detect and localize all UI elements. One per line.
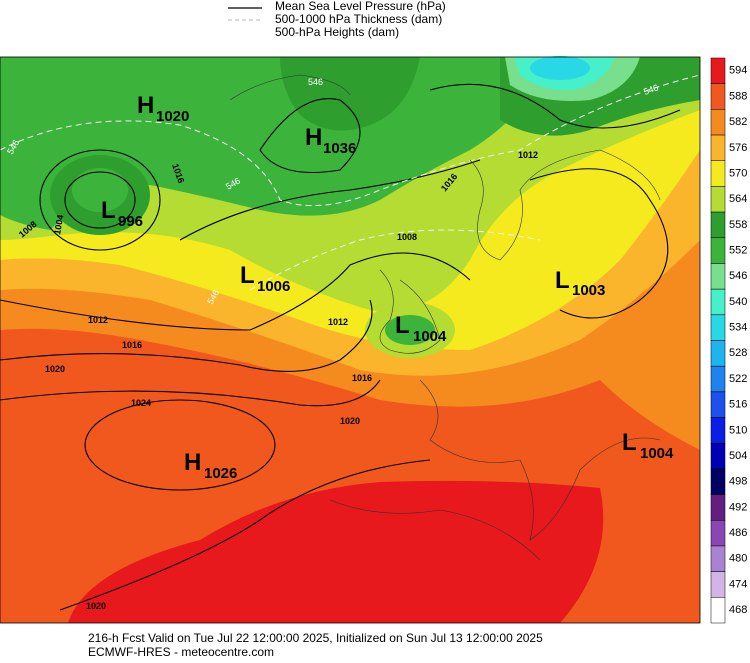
colorbar-label: 474 — [729, 578, 747, 590]
system-value: 1020 — [156, 108, 189, 125]
colorbar-cell — [710, 571, 726, 598]
system-value: 1004 — [640, 445, 674, 462]
colorbar-cell — [710, 365, 726, 393]
field-594 — [68, 480, 604, 623]
colorbar-cell — [710, 442, 726, 470]
isobar-label: 1012 — [88, 315, 108, 325]
colorbar-label: 480 — [729, 553, 747, 565]
system-letter: H — [184, 449, 201, 476]
colorbar-label: 492 — [729, 501, 747, 513]
colorbar-label: 558 — [729, 219, 747, 231]
colorbar-cell — [710, 237, 726, 264]
colorbar-cell — [710, 263, 726, 290]
colorbar-label: 576 — [729, 142, 747, 154]
colorbar-label: 546 — [729, 270, 747, 282]
colorbar-label: 516 — [729, 399, 747, 411]
colorbar-cell — [710, 314, 726, 341]
system-letter: H — [137, 92, 154, 119]
colorbar-label: 540 — [729, 296, 747, 308]
colorbar-label: 486 — [729, 527, 747, 539]
colorbar-cell — [710, 288, 726, 316]
colorbar-cell — [710, 468, 726, 495]
colorbar-cell — [710, 160, 726, 187]
colorbar-label: 570 — [729, 167, 747, 179]
coastlines — [229, 74, 661, 561]
field-534 — [530, 56, 590, 80]
footer-line: ECMWF-HRES - meteocentre.com — [88, 645, 274, 658]
system-letter: L — [555, 267, 570, 294]
map: H 1020 H 1036 L 996 L 1006 L 1004 L 1003… — [0, 56, 701, 624]
colorbar-cell — [710, 340, 726, 367]
field-558 — [72, 168, 128, 212]
map-frame — [0, 56, 701, 624]
system-letter: L — [622, 429, 637, 456]
colorbar-label: 588 — [729, 90, 747, 102]
system-value: 1036 — [323, 140, 356, 157]
isobars — [0, 83, 681, 611]
isobar-label: 1008 — [397, 232, 417, 242]
field-552 — [280, 57, 420, 131]
colorbar-label: 552 — [729, 245, 747, 257]
colorbar-label: 534 — [729, 322, 747, 334]
colorbar-label: 594 — [729, 65, 747, 77]
colorbar-label: 522 — [729, 373, 747, 385]
colorbar-cell — [710, 109, 726, 136]
colorbar-cell — [710, 545, 726, 572]
footer-line: 216-h Fcst Valid on Tue Jul 22 12:00:00 … — [88, 631, 543, 645]
legend: Mean Sea Level Pressure (hPa) 500-1000 h… — [228, 0, 446, 39]
system-value: 1006 — [257, 278, 290, 295]
field-558 — [385, 315, 435, 345]
system-value: 1003 — [572, 282, 605, 299]
isobar-label: 1020 — [86, 601, 106, 611]
colorbar-cell — [710, 211, 726, 239]
colorbar-label: 528 — [729, 347, 747, 359]
colorbar-cell — [710, 597, 726, 624]
colorbar-label: 564 — [729, 193, 747, 205]
legend-label: Mean Sea Level Pressure (hPa) — [275, 0, 446, 13]
isobar-label: 1016 — [122, 340, 142, 350]
system-value: 996 — [118, 213, 143, 230]
colorbar-cell — [710, 520, 726, 547]
system-value: 1026 — [204, 465, 237, 482]
thickness-label: 546 — [308, 77, 323, 87]
isobar-label: 1016 — [352, 373, 372, 383]
colorbar-label: 510 — [729, 424, 747, 436]
isobar-label: 1020 — [340, 416, 360, 426]
colorbar-cell — [710, 57, 726, 84]
colorbar-cell — [710, 83, 726, 110]
colorbar-cell — [710, 494, 726, 521]
isobar-label: 1012 — [328, 317, 348, 327]
colorbar-cell — [710, 391, 726, 418]
system-labels: H 1020 H 1036 L 996 L 1006 L 1004 L 1003… — [101, 92, 674, 482]
colorbar-cell — [710, 417, 726, 444]
colorbar-label: 498 — [729, 476, 747, 488]
thickness-label: 546 — [642, 82, 660, 97]
field-558 — [0, 57, 560, 230]
colorbar-label: 468 — [729, 604, 747, 616]
system-letter: L — [101, 197, 116, 224]
system-letter: L — [395, 312, 410, 339]
isobar-label: 1020 — [45, 364, 65, 374]
colorbar: 594 588 582 576 570 564 558 552 546 540 534 528 522 5… — [710, 57, 747, 624]
legend-label: 500-1000 hPa Thickness (dam) — [275, 12, 442, 26]
colorbar-cell — [710, 186, 726, 213]
colorbar-label: 504 — [729, 450, 747, 462]
isobar-label: 1024 — [131, 398, 151, 408]
isobar-label: 1004 — [52, 214, 65, 235]
isobar-label: 1012 — [518, 150, 538, 160]
thickness-lines — [0, 74, 701, 291]
legend-label: 500-hPa Heights (dam) — [275, 25, 399, 39]
system-letter: L — [240, 262, 255, 289]
colorbar-label: 582 — [729, 116, 747, 128]
system-value: 1004 — [413, 328, 447, 345]
system-letter: H — [305, 124, 322, 151]
colorbar-cell — [710, 134, 726, 161]
